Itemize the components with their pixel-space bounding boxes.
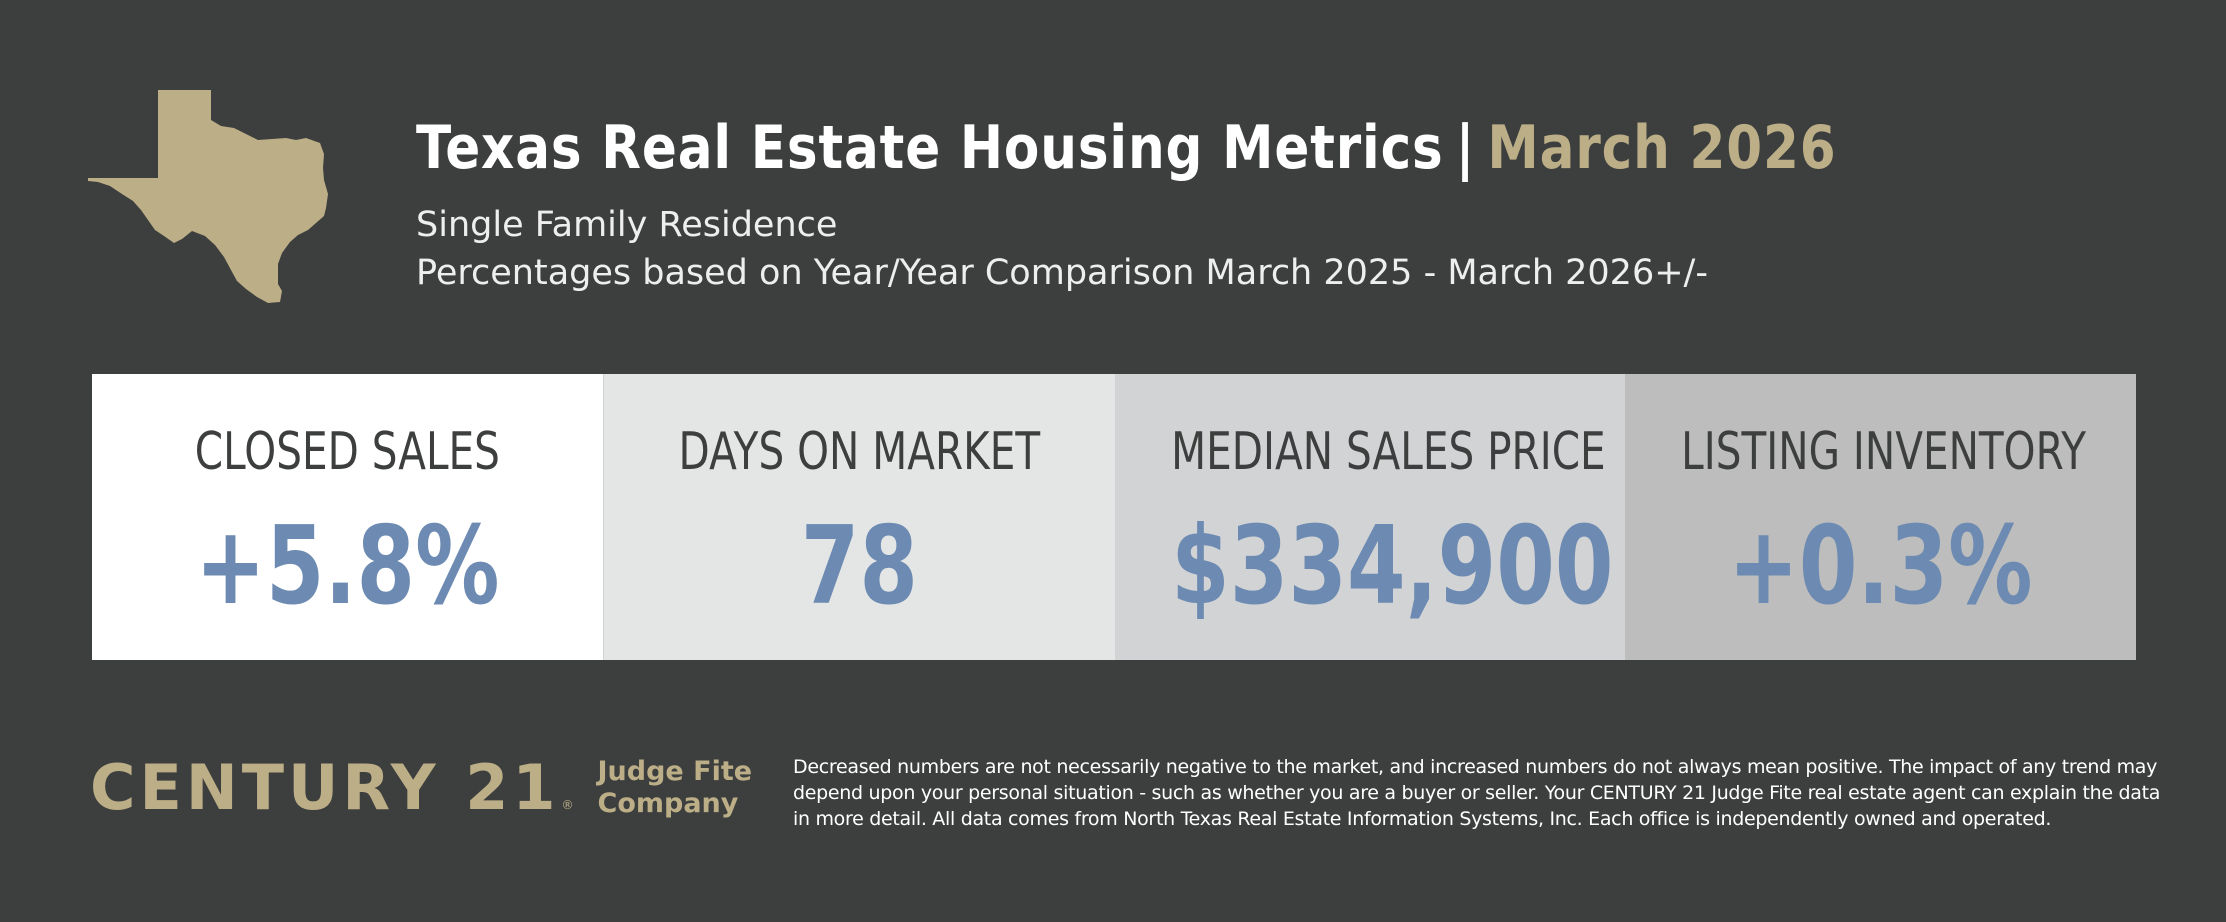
brand-logo: CENTURY 21 ® Judge Fite Company [90, 752, 752, 824]
page-title: Texas Real Estate Housing Metrics | March … [416, 108, 1930, 188]
metric-label: LISTING INVENTORY [1681, 422, 2087, 482]
title-separator: | [1455, 113, 1476, 183]
metric-value: $334,900 [1170, 504, 1613, 629]
texas-state-icon [88, 90, 328, 303]
metrics-panel: CLOSED SALES +5.8% DAYS ON MARKET 78 MED… [92, 374, 2136, 660]
metric-value: +0.3% [1728, 504, 2033, 629]
metric-listing-inventory: LISTING INVENTORY +0.3% [1625, 374, 2136, 660]
disclaimer-text: Decreased numbers are not necessarily ne… [793, 756, 2161, 830]
metric-label: CLOSED SALES [194, 422, 500, 482]
brand-name: CENTURY 21 [90, 751, 560, 824]
subtitle-property-type: Single Family Residence [416, 205, 838, 245]
registered-mark: ® [561, 798, 574, 812]
metric-days-on-market: DAYS ON MARKET 78 [602, 374, 1115, 660]
title-text: Texas Real Estate Housing Metrics [416, 113, 1444, 183]
metric-value: +5.8% [195, 504, 500, 629]
metric-label: DAYS ON MARKET [678, 422, 1040, 482]
metric-median-sales-price: MEDIAN SALES PRICE $334,900 [1114, 374, 1626, 660]
metric-label: MEDIAN SALES PRICE [1170, 422, 1606, 482]
title-date: March 2026 [1487, 113, 1837, 183]
brand-office-line-1: Judge Fite [597, 756, 753, 787]
brand-office-line-2: Company [597, 788, 739, 819]
brand-office: Judge Fite Company [598, 756, 753, 820]
metric-closed-sales: CLOSED SALES +5.8% [92, 374, 603, 660]
subtitle-comparison: Percentages based on Year/Year Compariso… [416, 253, 1708, 293]
header: Texas Real Estate Housing Metrics | March … [416, 108, 2176, 296]
metric-value: 78 [800, 504, 918, 629]
